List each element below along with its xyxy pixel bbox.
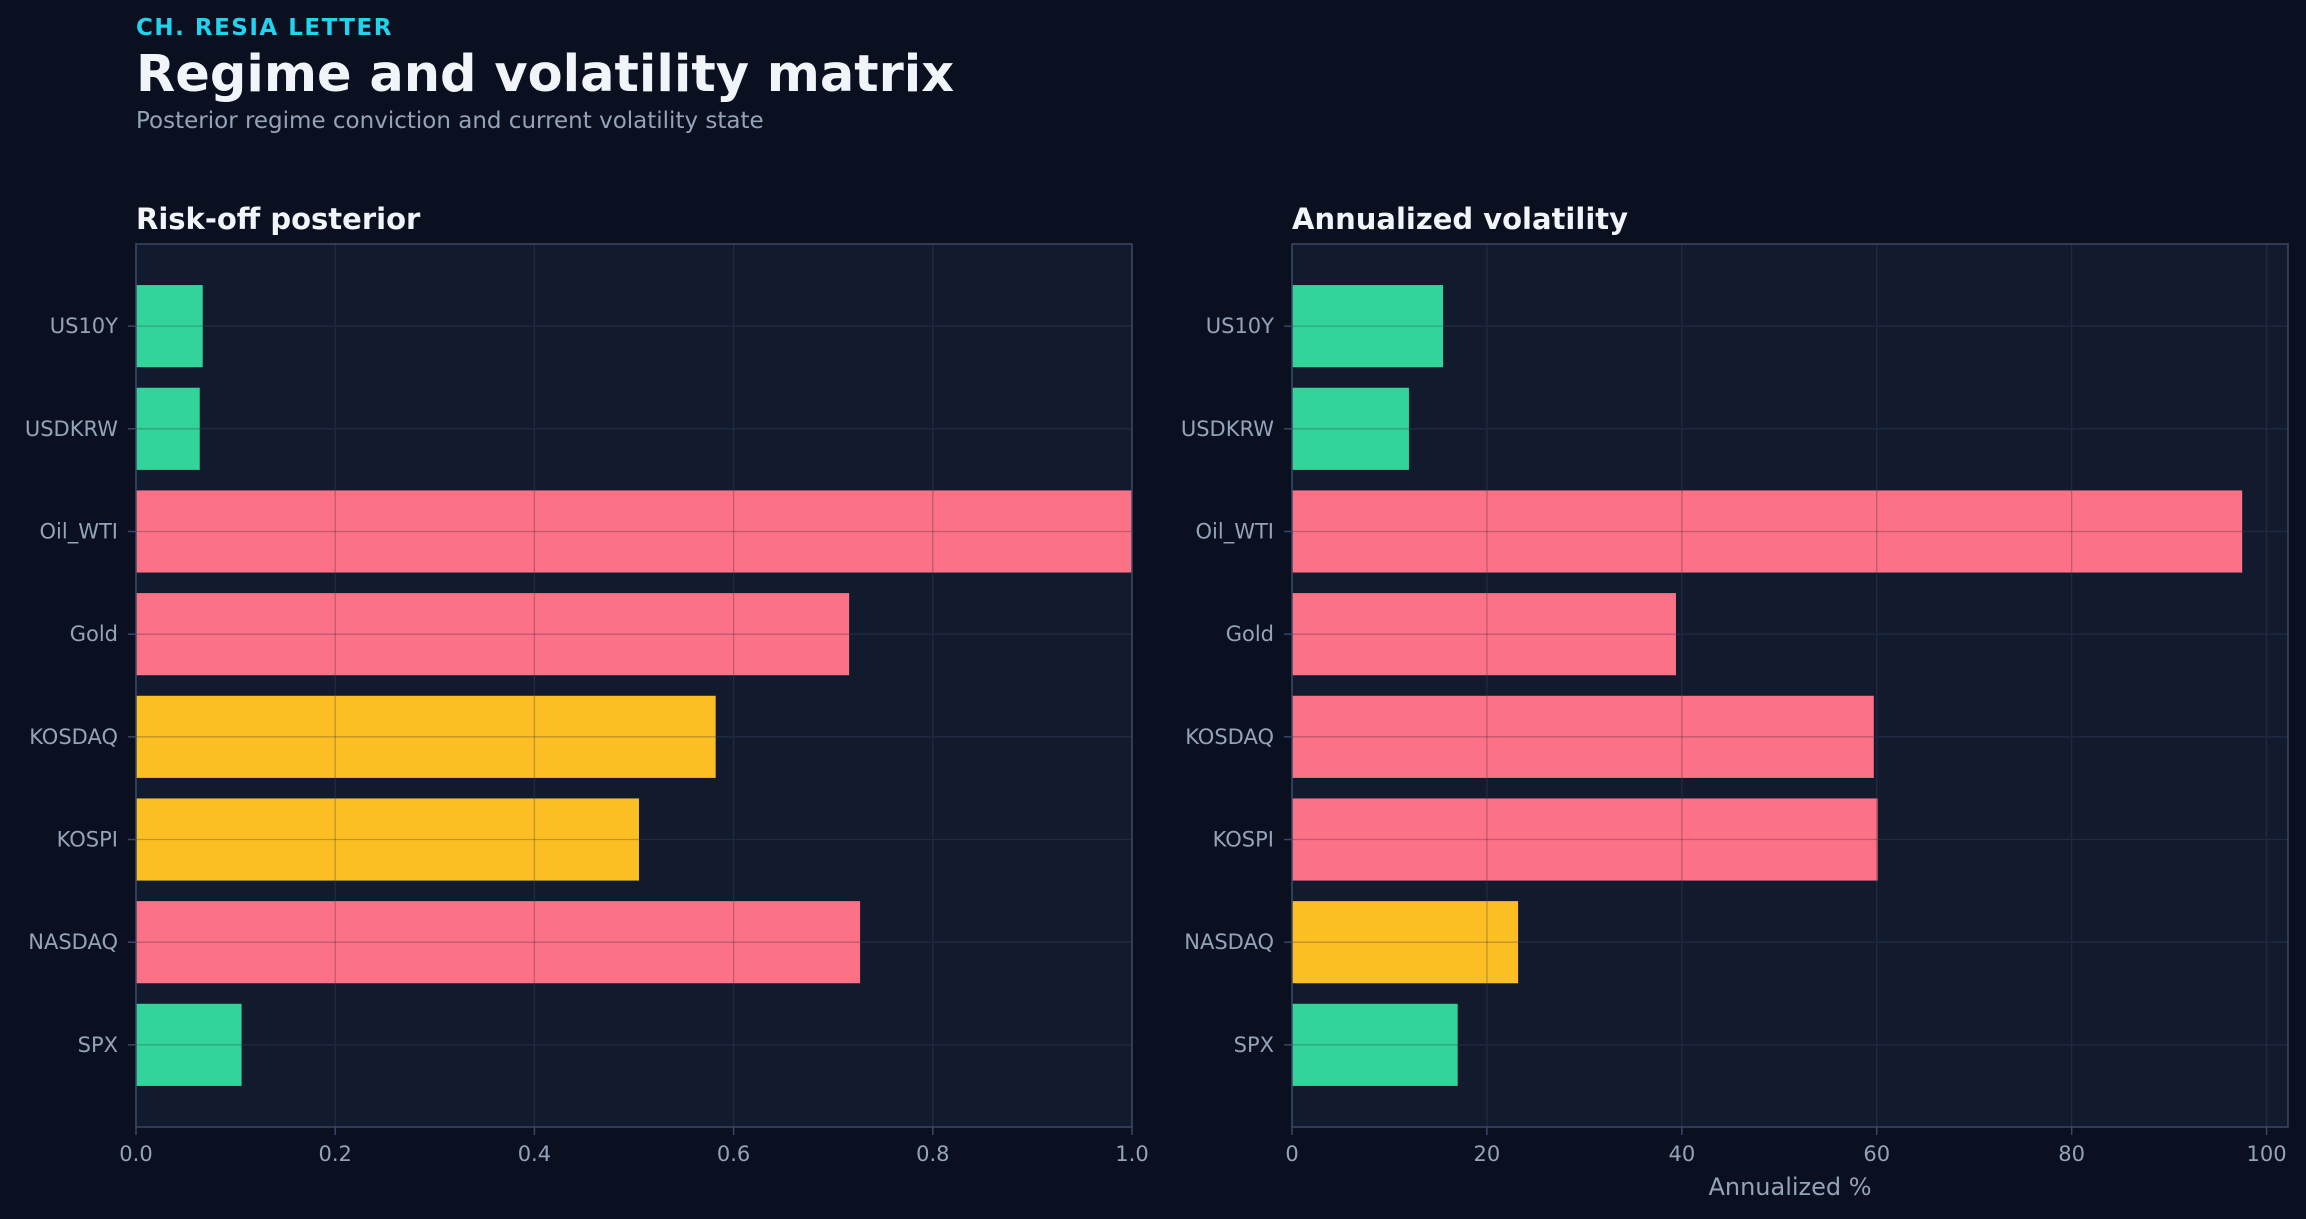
y-tick-label: USDKRW — [25, 417, 118, 441]
y-tick-label: KOSPI — [1213, 828, 1274, 852]
x-tick-label: 40 — [1668, 1142, 1695, 1166]
plot-frame — [135, 243, 1133, 1128]
y-tick-label: Oil_WTI — [1196, 519, 1274, 544]
chart-panel-1: Risk-off posterior US10Y USDKRW Oil_WTI Gold… — [25, 202, 1149, 1166]
bar-usdkrw — [136, 387, 200, 470]
y-tick-label: SPX — [1234, 1033, 1274, 1057]
plot-area — [136, 244, 1132, 1127]
y-tick-label: KOSPI — [57, 828, 118, 852]
bar-kosdaq — [136, 695, 716, 778]
x-tick-label: 80 — [2058, 1142, 2085, 1166]
y-tick-label: US10Y — [50, 314, 118, 338]
x-tick-label: 0.4 — [518, 1142, 551, 1166]
page-header: CH. RESIA LETTER Regime and volatility m… — [136, 12, 954, 138]
x-tick-label: 0 — [1285, 1142, 1298, 1166]
y-tick-label: Oil_WTI — [40, 519, 118, 544]
bar-us10y — [136, 285, 203, 368]
x-tick-label: 60 — [1863, 1142, 1890, 1166]
x-tick-label: 20 — [1474, 1142, 1501, 1166]
x-tick-label: 0.2 — [318, 1142, 351, 1166]
panel-title: Annualized volatility — [1292, 202, 1628, 236]
bar-usdkrw — [1292, 387, 1409, 470]
y-tick-label: NASDAQ — [28, 930, 118, 954]
y-tick-label: NASDAQ — [1184, 930, 1274, 954]
page-subtitle: Posterior regime conviction and current … — [136, 108, 764, 134]
y-tick-label: Gold — [70, 622, 118, 646]
x-axis-label: Annualized % — [1708, 1173, 1871, 1201]
eyebrow-label: CH. RESIA LETTER — [136, 15, 393, 41]
bar-us10y — [1292, 285, 1444, 368]
chart-panel-2: Annualized volatility US10Y USDKRW Oil_WTI G… — [1181, 202, 2289, 1201]
plot-frame — [1291, 243, 2289, 1128]
x-tick-label: 100 — [2247, 1142, 2287, 1166]
page-title: Regime and volatility matrix — [136, 45, 955, 104]
y-tick-label: USDKRW — [1181, 417, 1274, 441]
bar-gold — [1292, 593, 1676, 676]
bar-oil-wti — [1292, 490, 2243, 573]
y-tick-label: SPX — [78, 1033, 118, 1057]
x-tick-label: 1.0 — [1115, 1142, 1148, 1166]
bar-spx — [1292, 1003, 1458, 1086]
y-tick-label: Gold — [1226, 622, 1274, 646]
bar-kosdaq — [1292, 695, 1874, 778]
bar-oil-wti — [136, 490, 1132, 573]
bar-kospi — [136, 798, 639, 881]
x-tick-label: 0.6 — [717, 1142, 750, 1166]
panel-title: Risk-off posterior — [136, 202, 421, 236]
y-tick-label: KOSDAQ — [29, 725, 118, 749]
plot-area — [1292, 244, 2288, 1127]
x-tick-label: 0.8 — [916, 1142, 949, 1166]
bar-spx — [136, 1003, 242, 1086]
y-tick-label: US10Y — [1206, 314, 1274, 338]
bar-gold — [136, 593, 850, 676]
bar-kospi — [1292, 798, 1878, 881]
bar-nasdaq — [136, 901, 861, 984]
x-tick-label: 0.0 — [119, 1142, 152, 1166]
bar-nasdaq — [1292, 901, 1519, 984]
y-tick-label: KOSDAQ — [1185, 725, 1274, 749]
